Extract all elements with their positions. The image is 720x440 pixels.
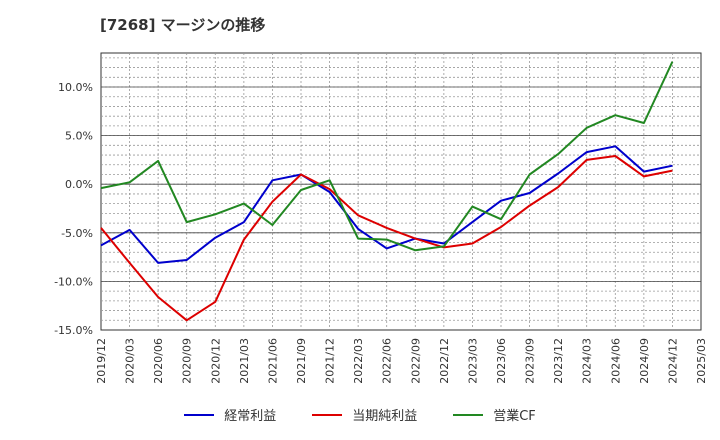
legend-label-series-1: 当期純利益 — [352, 409, 418, 424]
x-tick-label: 2025/03 — [695, 338, 708, 384]
x-tick-label: 2024/03 — [581, 338, 594, 384]
x-tick-label: 2019/12 — [95, 338, 108, 384]
legend-label-series-2: 営業CF — [493, 409, 536, 424]
legend-item-series-0: 経常利益 — [184, 405, 276, 424]
chart-title: [7268] マージンの推移 — [100, 16, 266, 34]
x-tick-label: 2021/09 — [295, 338, 308, 384]
legend-swatch-series-1 — [312, 413, 343, 416]
series-line-0 — [100, 145, 673, 264]
x-tick-label: 2020/06 — [152, 338, 165, 384]
x-tick-label: 2024/06 — [609, 338, 622, 384]
x-tick-label: 2024/09 — [638, 338, 651, 384]
plot-area — [100, 52, 702, 331]
x-tick-label: 2021/06 — [266, 338, 279, 384]
y-tick-label: -5.0% — [61, 227, 93, 240]
legend-item-series-2: 営業CF — [453, 405, 536, 424]
series-line-1 — [100, 155, 673, 322]
legend-swatch-series-0 — [184, 413, 215, 416]
y-tick-label: -15.0% — [54, 324, 93, 337]
legend: 経常利益 当期純利益 営業CF — [0, 405, 720, 424]
legend-label-series-0: 経常利益 — [224, 409, 277, 424]
x-tick-label: 2023/03 — [466, 338, 479, 384]
x-tick-label: 2021/12 — [324, 338, 337, 384]
x-tick-label: 2022/09 — [409, 338, 422, 384]
x-tick-label: 2023/09 — [524, 338, 537, 384]
x-tick-label: 2020/03 — [124, 338, 137, 384]
y-tick-label: 5.0% — [65, 130, 93, 143]
x-tick-label: 2022/03 — [352, 338, 365, 384]
x-tick-label: 2020/09 — [181, 338, 194, 384]
y-tick-label: 10.0% — [58, 81, 93, 94]
x-tick-label: 2021/03 — [238, 338, 251, 384]
y-tick-label: 0.0% — [65, 178, 93, 191]
x-tick-label: 2022/06 — [381, 338, 394, 384]
x-tick-label: 2020/12 — [209, 338, 222, 384]
x-tick-label: 2022/12 — [438, 338, 451, 384]
series-line-2 — [100, 61, 674, 252]
legend-item-series-1: 当期純利益 — [312, 405, 417, 424]
x-tick-label: 2023/12 — [552, 338, 565, 384]
legend-swatch-series-2 — [453, 413, 484, 416]
x-tick-label: 2023/06 — [495, 338, 508, 384]
y-tick-label: -10.0% — [54, 275, 93, 288]
x-tick-label: 2024/12 — [666, 338, 679, 384]
